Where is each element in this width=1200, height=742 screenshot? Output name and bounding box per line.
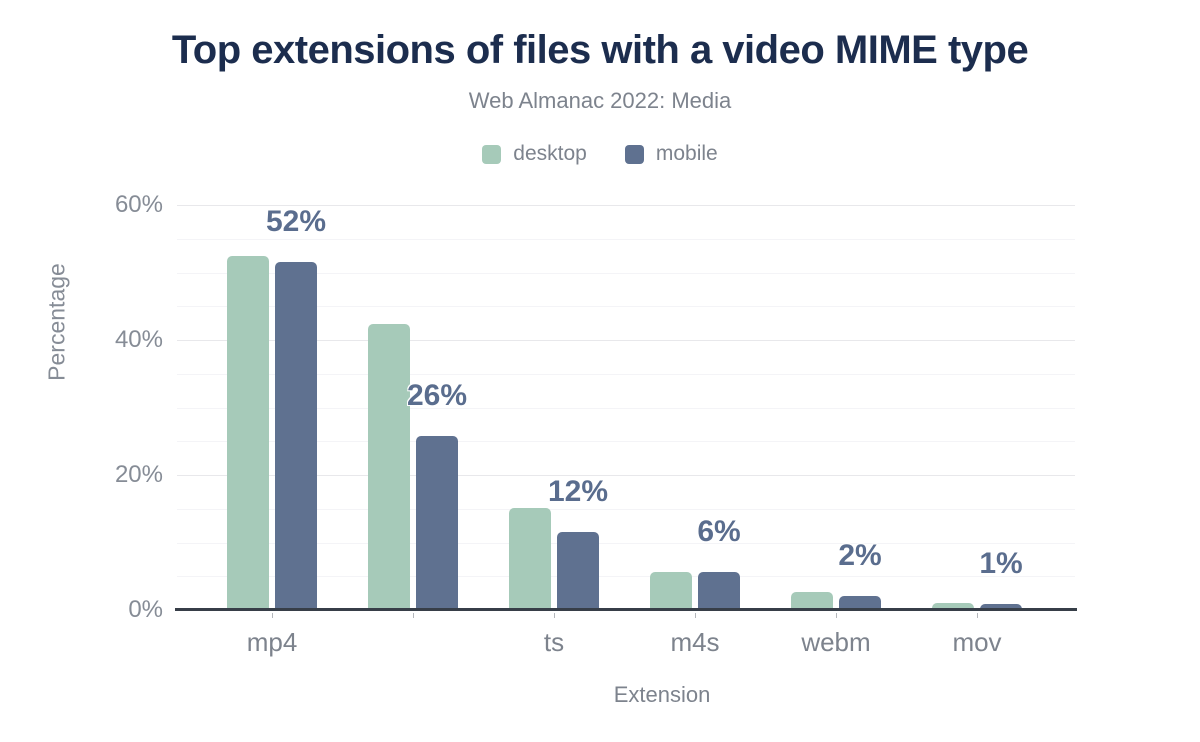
bar-value-label: 6% <box>697 514 741 548</box>
bar-mobile-mov[interactable] <box>980 603 1022 610</box>
x-tick-label: mp4 <box>246 627 298 657</box>
legend-label-mobile: mobile <box>655 142 718 165</box>
legend-item-mobile[interactable]: mobile <box>624 142 718 166</box>
bar-mobile-m4s[interactable] <box>698 571 740 610</box>
minor-gridline <box>177 576 1075 578</box>
minor-gridline <box>177 407 1075 409</box>
bar-desktop-mp4[interactable] <box>227 256 269 610</box>
bar-value-label: 2% <box>838 538 882 572</box>
desktop-swatch-icon <box>482 144 502 164</box>
y-tick-label: 40% <box>114 326 163 353</box>
chart-title: Top extensions of files with a video MIM… <box>171 28 1029 72</box>
x-tick-label: mov <box>952 627 1002 657</box>
bar-desktop-m4s[interactable] <box>650 572 692 610</box>
x-axis-title: Extension <box>613 682 711 707</box>
bar-desktop-webm[interactable] <box>791 592 833 610</box>
x-tick-mark-icon <box>695 613 696 618</box>
x-tick-mark-icon <box>836 613 837 618</box>
bar-mobile-mp4[interactable] <box>275 262 317 610</box>
bar-value-label: 1% <box>979 546 1023 580</box>
major-gridline <box>177 340 1075 341</box>
minor-gridline <box>177 542 1075 544</box>
bar-value-label: 26% <box>406 378 468 412</box>
x-tick-label: ts <box>543 627 565 657</box>
minor-gridline <box>177 508 1075 510</box>
legend-item-desktop[interactable]: desktop <box>482 142 587 166</box>
minor-gridline <box>177 306 1075 308</box>
x-tick-label: webm <box>801 627 871 657</box>
bar-mobile-webm[interactable] <box>839 595 881 610</box>
bar-desktop-blank[interactable] <box>368 324 410 610</box>
chart-subtitle: Web Almanac 2022: Media <box>468 88 732 113</box>
x-tick-mark-icon <box>413 613 414 618</box>
x-axis-line <box>175 608 1077 611</box>
y-axis-title: Percentage <box>43 263 70 381</box>
mobile-swatch-icon <box>624 144 644 164</box>
x-tick-mark-icon <box>272 613 273 618</box>
bar-desktop-mov[interactable] <box>932 603 974 610</box>
x-tick-mark-icon <box>977 613 978 618</box>
minor-gridline <box>177 238 1075 240</box>
bar-mobile-blank[interactable] <box>416 435 458 610</box>
x-tick-label: m4s <box>670 627 720 657</box>
bar-value-label: 52% <box>265 205 327 239</box>
legend: desktop mobile <box>0 142 1200 166</box>
minor-gridline <box>177 373 1075 375</box>
major-gridline <box>177 205 1075 206</box>
x-tick-mark-icon <box>554 613 555 618</box>
minor-gridline <box>177 441 1075 443</box>
y-tick-label: 60% <box>114 191 163 218</box>
bar-value-label: 12% <box>547 475 609 509</box>
major-gridline <box>177 475 1075 476</box>
legend-label-desktop: desktop <box>513 142 587 165</box>
minor-gridline <box>177 272 1075 274</box>
y-tick-label: 0% <box>128 596 163 623</box>
bar-desktop-ts[interactable] <box>509 508 551 610</box>
bar-mobile-ts[interactable] <box>557 532 599 610</box>
y-tick-label: 20% <box>114 461 163 488</box>
